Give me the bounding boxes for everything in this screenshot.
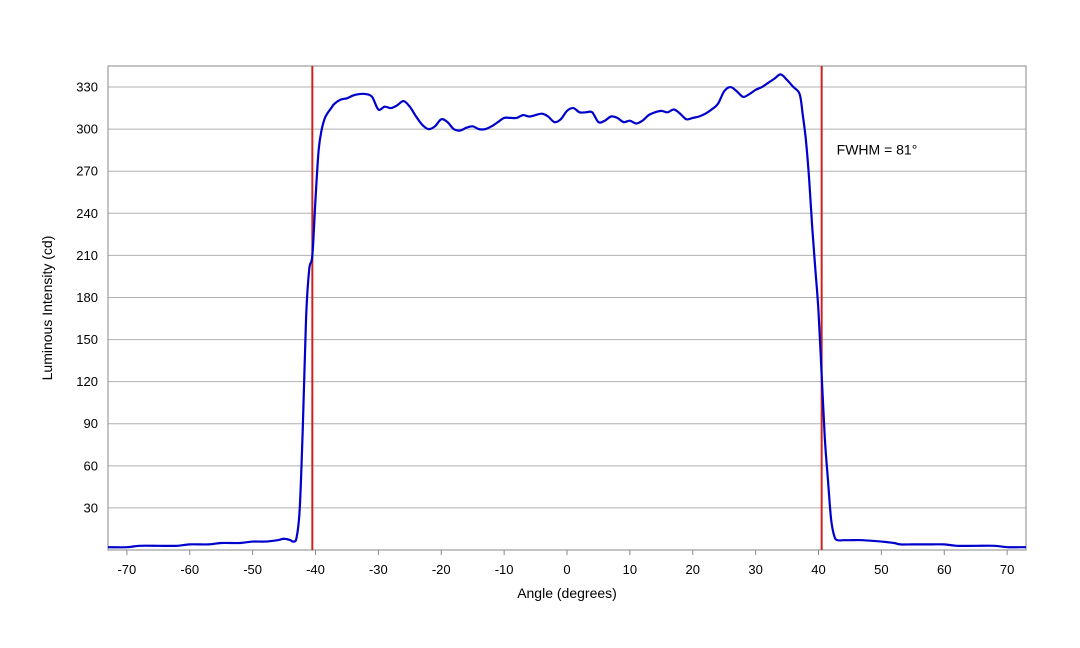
y-tick-label: 300 (76, 122, 98, 137)
x-axis-title: Angle (degrees) (517, 585, 617, 601)
fwhm-boundary-lines (311, 66, 823, 550)
x-tick-label: -10 (495, 562, 514, 577)
y-tick-label: 60 (84, 458, 98, 473)
x-tick-label: 60 (937, 562, 951, 577)
x-tick-label: 0 (563, 562, 570, 577)
y-tick-label: 120 (76, 374, 98, 389)
y-tick-label: 90 (84, 416, 98, 431)
y-axis-title: Luminous Intensity (cd) (39, 236, 55, 381)
y-tick-label: 240 (76, 206, 98, 221)
fwhm-annotation: FWHM = 81° (837, 141, 918, 157)
y-tick-label: 30 (84, 500, 98, 515)
y-tick-label: 330 (76, 80, 98, 95)
x-tick-label: -60 (180, 562, 199, 577)
x-tick-label: 70 (1000, 562, 1014, 577)
x-tick-label: 40 (811, 562, 825, 577)
x-tick-label: -50 (243, 562, 262, 577)
y-tick-label: 180 (76, 290, 98, 305)
x-tick-label: -30 (369, 562, 388, 577)
y-tick-label: 150 (76, 332, 98, 347)
x-tick-label: 50 (874, 562, 888, 577)
horizontal-gridlines (108, 86, 1026, 509)
x-tick-label: 20 (686, 562, 700, 577)
x-axis-tick-labels: -70 -60 -50 -40 -30 -20 -10 0 10 20 30 40 50 60 70 (117, 550, 1014, 577)
x-tick-label: 10 (623, 562, 637, 577)
x-tick-label: -20 (432, 562, 451, 577)
luminous-intensity-curve (107, 73, 1026, 549)
y-axis-tick-labels: 30 60 90 120 150 180 210 240 270 300 330 (76, 80, 98, 516)
x-tick-label: -40 (306, 562, 325, 577)
y-tick-label: 210 (76, 248, 98, 263)
y-tick-label: 270 (76, 164, 98, 179)
x-tick-label: -70 (117, 562, 136, 577)
plot-area-frame (107, 65, 1027, 551)
x-tick-label: 30 (748, 562, 762, 577)
